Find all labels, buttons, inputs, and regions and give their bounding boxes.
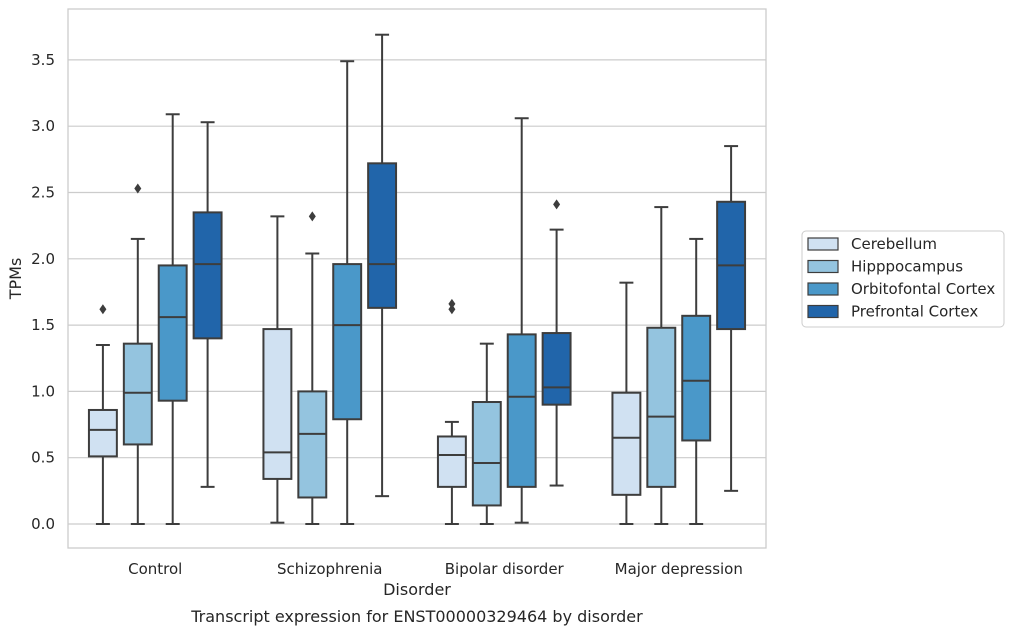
box-iqr (297, 390, 328, 499)
box-cerebellum (262, 215, 293, 524)
box-prefrontal-cortex (716, 145, 747, 492)
box-hipppocampus (122, 183, 153, 525)
box-cerebellum (436, 298, 467, 525)
legend-label: Hipppocampus (851, 258, 963, 276)
box-iqr (157, 264, 188, 402)
box-hipppocampus (471, 342, 502, 525)
y-tick-label: 0.5 (31, 449, 55, 467)
box-iqr (506, 333, 537, 488)
outlier-point (134, 183, 142, 194)
legend-frame (801, 230, 1005, 328)
box-hipppocampus (297, 211, 328, 525)
legend-swatch (807, 304, 839, 319)
chart-caption: Transcript expression for ENST0000032946… (190, 607, 643, 626)
box-iqr (192, 211, 223, 340)
x-tick-label: Major depression (615, 560, 743, 578)
y-tick-label: 3.5 (31, 51, 55, 69)
box-cerebellum (87, 304, 118, 525)
box-series (87, 33, 747, 525)
box-orbitofontal-cortex (332, 60, 363, 525)
plot-area-frame (67, 8, 767, 549)
box-iqr (332, 263, 363, 421)
legend-swatch (807, 259, 839, 274)
box-iqr (436, 435, 467, 488)
y-tick-label: 1.0 (31, 382, 55, 400)
legend-label: Cerebellum (851, 235, 937, 253)
box-iqr (611, 391, 642, 496)
outlier-point (553, 199, 561, 210)
box-iqr (646, 326, 677, 488)
box-iqr (541, 332, 572, 406)
box-orbitofontal-cortex (506, 117, 537, 524)
box-cerebellum (611, 281, 642, 525)
box-iqr (367, 162, 398, 309)
y-tick-label: 3.0 (31, 117, 55, 135)
legend-swatch (807, 282, 839, 296)
box-iqr (87, 408, 118, 458)
y-tick-label: 2.5 (31, 184, 55, 202)
outlier-point (308, 211, 316, 222)
x-tick-label: Control (128, 560, 182, 578)
box-orbitofontal-cortex (157, 113, 188, 525)
y-tick-label: 2.0 (31, 250, 55, 268)
box-iqr (681, 314, 712, 442)
box-iqr (122, 342, 153, 446)
legend-swatch (807, 237, 839, 251)
box-hipppocampus (646, 206, 677, 525)
x-axis-ticks: Control Schizophrenia Bipolar disorder Majo… (128, 560, 743, 578)
box-orbitofontal-cortex (681, 237, 712, 525)
outlier-point (448, 298, 456, 309)
x-tick-label: Schizophrenia (277, 560, 382, 578)
legend: Cerebellum Hipppocampus Orbitofontal Corte… (801, 230, 1005, 328)
y-tick-label: 1.5 (31, 316, 55, 334)
y-tick-label: 0.0 (31, 515, 55, 533)
y-axis-label: TPMs (6, 258, 25, 301)
box-iqr (262, 328, 293, 480)
outlier-point (448, 304, 456, 315)
box-prefrontal-cortex (541, 199, 572, 487)
outlier-point (99, 304, 107, 315)
legend-label: Prefrontal Cortex (851, 303, 978, 321)
box-prefrontal-cortex (192, 121, 223, 488)
legend-label: Orbitofontal Cortex (851, 280, 995, 298)
x-tick-label: Bipolar disorder (445, 560, 565, 578)
x-axis-label: Disorder (383, 580, 451, 599)
box-prefrontal-cortex (367, 33, 398, 498)
y-axis-ticks: 0.0 0.5 1.0 1.5 2.0 2.5 3.0 3.5 (31, 51, 55, 533)
box-iqr (471, 401, 502, 507)
